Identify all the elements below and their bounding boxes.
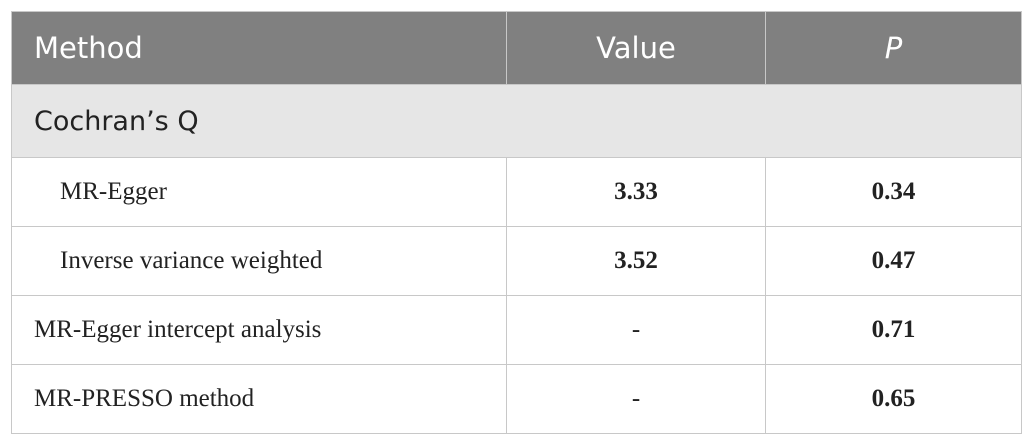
row: MR-PRESSO method - 0.65 xyxy=(11,364,1022,434)
cell: 0.34 xyxy=(765,157,1022,227)
header-row: Method Value P xyxy=(11,11,1022,85)
cell: 3.52 xyxy=(506,226,766,296)
cell: 0.71 xyxy=(765,295,1022,365)
cell: MR-Egger intercept analysis xyxy=(11,295,507,365)
cell: MR-Egger xyxy=(11,157,507,227)
cell: MR-PRESSO method xyxy=(11,364,507,434)
cell: - xyxy=(506,364,766,434)
header-cell: Value xyxy=(506,11,766,85)
cell: Inverse variance weighted xyxy=(11,226,507,296)
header-cell: Method xyxy=(11,11,507,85)
row: MR-Egger 3.33 0.34 xyxy=(11,157,1022,227)
header-cell: P xyxy=(765,11,1022,85)
cell: 3.33 xyxy=(506,157,766,227)
row: Inverse variance weighted 3.52 0.47 xyxy=(11,226,1022,296)
cell: - xyxy=(506,295,766,365)
section-row: Cochran’s Q xyxy=(11,84,1022,158)
cell: 0.47 xyxy=(765,226,1022,296)
results-table: Method Value P Cochran’s Q MR-Egger 3.33… xyxy=(11,11,1022,434)
row: MR-Egger intercept analysis - 0.71 xyxy=(11,295,1022,365)
section-label: Cochran’s Q xyxy=(11,84,1022,158)
cell: 0.65 xyxy=(765,364,1022,434)
